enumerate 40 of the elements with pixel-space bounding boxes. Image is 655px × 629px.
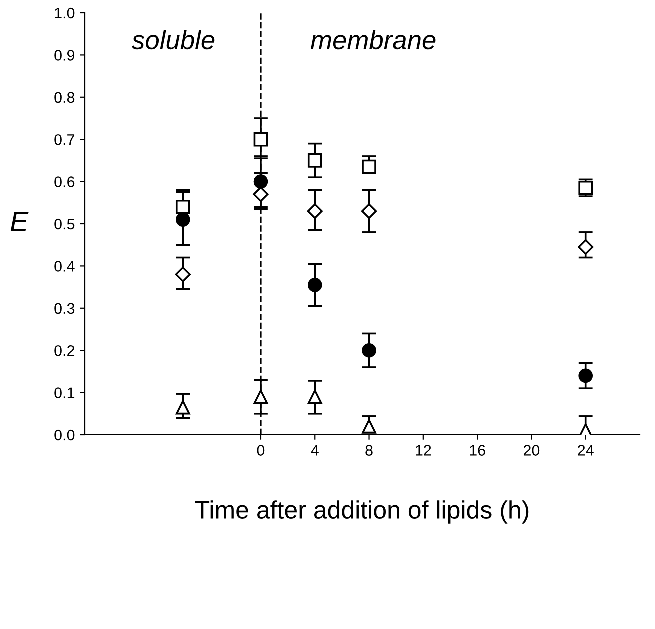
annotation: membrane bbox=[310, 30, 436, 50]
x-tick-label: 4 bbox=[311, 445, 319, 456]
y-tick-label: 0.1 bbox=[54, 388, 75, 398]
y-tick-label: 1.0 bbox=[55, 8, 75, 19]
point bbox=[176, 200, 190, 214]
point bbox=[175, 266, 191, 282]
point bbox=[308, 278, 322, 292]
x-tick-label: 12 bbox=[416, 445, 432, 456]
point bbox=[362, 160, 376, 174]
y-tick-label: 0.2 bbox=[54, 345, 75, 356]
y-tick-label: 0.4 bbox=[54, 261, 75, 272]
x-axis-title: Time after addition of lipids (h) bbox=[195, 500, 529, 524]
x-tick-label: 20 bbox=[524, 445, 540, 456]
y-tick-label: 0.8 bbox=[54, 92, 75, 104]
annotation: soluble bbox=[132, 30, 215, 50]
y-tick-label: 0.9 bbox=[54, 50, 75, 61]
x-tick-label: 0 bbox=[257, 445, 265, 456]
point bbox=[361, 204, 378, 220]
point bbox=[308, 390, 322, 404]
x-tick-label: 16 bbox=[470, 445, 486, 456]
x-tick-label: 24 bbox=[578, 445, 594, 456]
point bbox=[254, 174, 268, 189]
point bbox=[176, 400, 190, 415]
y-tick-label: 0.5 bbox=[54, 218, 75, 230]
point bbox=[254, 390, 268, 404]
point bbox=[362, 419, 376, 434]
point bbox=[578, 239, 594, 255]
y-tick-label: 0.6 bbox=[54, 176, 75, 188]
point bbox=[253, 186, 269, 202]
y-tick-label: 0.3 bbox=[54, 303, 75, 314]
point bbox=[307, 204, 323, 220]
y-tick-label: 0.0 bbox=[54, 430, 75, 441]
point bbox=[578, 368, 594, 384]
point bbox=[308, 154, 322, 168]
y-tick-label: 0.7 bbox=[54, 134, 75, 146]
y-axis-title: E bbox=[10, 212, 29, 232]
point bbox=[176, 212, 190, 227]
x-tick-label: 8 bbox=[366, 445, 373, 456]
point bbox=[362, 343, 376, 358]
point bbox=[254, 132, 268, 147]
